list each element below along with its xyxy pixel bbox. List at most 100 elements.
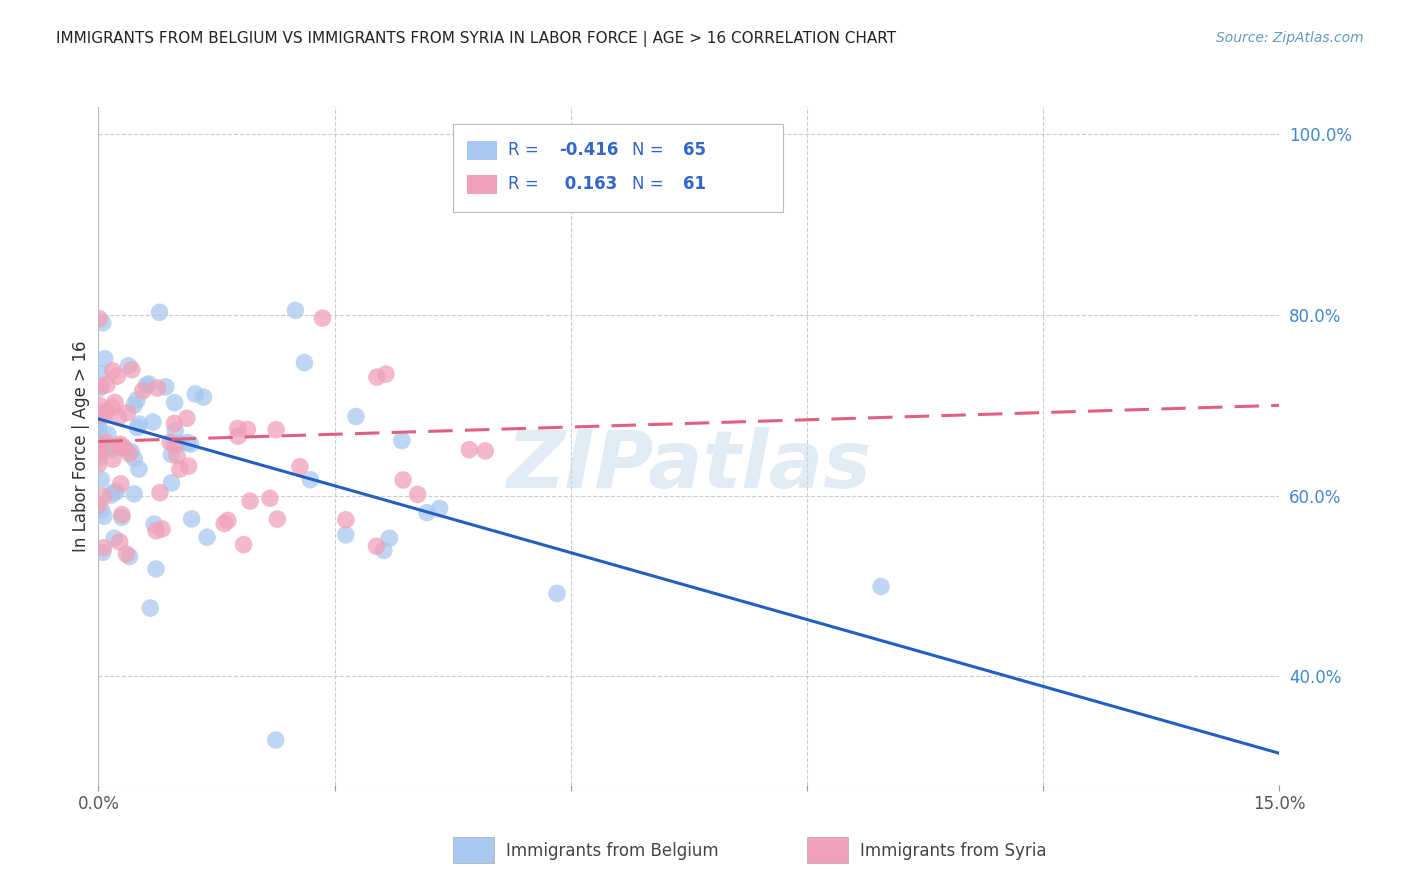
Point [120, 444, 142, 458]
FancyBboxPatch shape [467, 141, 496, 160]
Point [128, 417, 150, 431]
Point [299, 473, 322, 487]
Point [378, 531, 401, 545]
Point [115, 547, 138, 561]
Point [93, 541, 115, 555]
Point [264, 733, 287, 747]
Point [122, 398, 145, 412]
Point [127, 420, 149, 434]
Point [458, 442, 481, 457]
Point [90, 473, 112, 487]
FancyBboxPatch shape [453, 838, 494, 863]
Point [366, 370, 388, 384]
Point [90, 379, 112, 393]
Point [96, 377, 118, 392]
Point [105, 369, 128, 384]
Point [97, 427, 120, 442]
FancyBboxPatch shape [453, 124, 783, 212]
Point [294, 356, 316, 370]
Point [236, 422, 259, 436]
Y-axis label: In Labor Force | Age > 16: In Labor Force | Age > 16 [72, 340, 90, 552]
Point [163, 438, 186, 452]
Point [87, 498, 110, 512]
Point [177, 458, 200, 473]
Point [112, 442, 135, 456]
Point [100, 442, 122, 457]
Point [142, 415, 165, 429]
Point [118, 549, 141, 564]
Point [124, 451, 146, 466]
Text: IMMIGRANTS FROM BELGIUM VS IMMIGRANTS FROM SYRIA IN LABOR FORCE | AGE > 16 CORRE: IMMIGRANTS FROM BELGIUM VS IMMIGRANTS FR… [56, 31, 897, 47]
Text: 65: 65 [683, 142, 706, 160]
Point [128, 462, 150, 476]
Point [89, 430, 111, 444]
Point [180, 512, 202, 526]
Point [89, 311, 111, 326]
Point [89, 445, 111, 459]
Point [108, 437, 131, 451]
Point [108, 535, 131, 549]
Point [91, 545, 114, 559]
Point [870, 580, 893, 594]
Point [145, 524, 167, 538]
Point [93, 509, 115, 524]
Text: R =: R = [509, 176, 544, 194]
Point [165, 424, 187, 438]
Point [89, 450, 111, 465]
Point [101, 364, 124, 378]
Point [105, 484, 128, 499]
Point [180, 437, 202, 451]
Text: N =: N = [633, 176, 669, 194]
Point [169, 462, 191, 476]
Point [90, 503, 112, 517]
Point [97, 439, 120, 453]
Point [546, 586, 568, 600]
Point [264, 423, 287, 437]
Point [335, 528, 357, 542]
Point [91, 316, 114, 330]
Point [107, 410, 129, 425]
Point [100, 488, 122, 502]
Point [87, 422, 110, 436]
Point [117, 359, 139, 373]
Point [239, 494, 262, 508]
Point [104, 395, 127, 409]
Point [111, 508, 134, 522]
Text: 0.163: 0.163 [560, 176, 617, 194]
FancyBboxPatch shape [467, 175, 496, 194]
Point [91, 409, 114, 423]
Point [87, 416, 110, 430]
Point [143, 516, 166, 531]
Point [288, 459, 311, 474]
Point [344, 409, 367, 424]
Point [176, 411, 198, 425]
Point [94, 435, 117, 450]
Text: Immigrants from Syria: Immigrants from Syria [860, 842, 1046, 861]
Point [94, 351, 117, 366]
Text: R =: R = [509, 142, 544, 160]
Point [226, 429, 249, 443]
FancyBboxPatch shape [807, 838, 848, 863]
Point [139, 601, 162, 615]
Point [184, 387, 207, 401]
Point [169, 436, 191, 450]
Text: Source: ZipAtlas.com: Source: ZipAtlas.com [1216, 31, 1364, 45]
Point [87, 426, 110, 441]
Point [335, 513, 357, 527]
Point [87, 457, 110, 471]
Point [145, 562, 167, 576]
Point [131, 384, 153, 398]
Text: N =: N = [633, 142, 669, 160]
Point [103, 485, 125, 500]
Point [101, 452, 124, 467]
Point [135, 378, 157, 392]
Point [232, 538, 254, 552]
Point [266, 512, 288, 526]
Point [366, 539, 388, 553]
Point [150, 522, 173, 536]
Point [110, 476, 132, 491]
Point [125, 392, 148, 407]
Point [118, 447, 141, 461]
Point [111, 510, 134, 524]
Point [406, 487, 429, 501]
